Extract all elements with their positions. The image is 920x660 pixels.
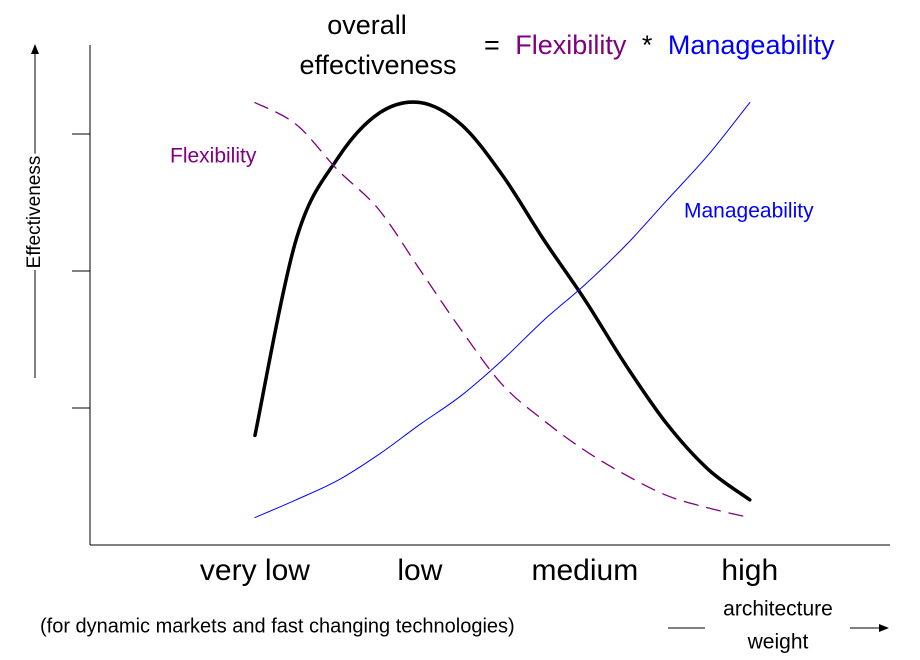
formula-lhs: overall (327, 10, 407, 40)
x-tick-label: medium (531, 554, 638, 587)
series-label: Manageability (684, 200, 814, 223)
formula: = Flexibility * Manageability (484, 30, 835, 60)
series-label: Flexibility (170, 145, 257, 168)
note: (for dynamic markets and fast changing t… (40, 615, 515, 637)
x-tick-label: low (397, 554, 442, 587)
series-line (254, 101, 751, 519)
formula-equals: = (484, 30, 500, 60)
x-axis-label: architecture (723, 598, 833, 621)
x-axis-label: weight (747, 631, 809, 654)
formula-operator: * (642, 30, 653, 60)
series-line (254, 102, 751, 519)
x-label-bg (705, 596, 850, 658)
formula-lhs: effectiveness (299, 50, 456, 80)
series-line (253, 100, 752, 502)
y-axis-label: Effectiveness (24, 156, 45, 269)
formula-term: Manageability (668, 30, 835, 60)
x-tick-label: very low (200, 554, 310, 587)
formula-term: Flexibility (515, 30, 627, 60)
x-tick-label: high (721, 554, 778, 587)
